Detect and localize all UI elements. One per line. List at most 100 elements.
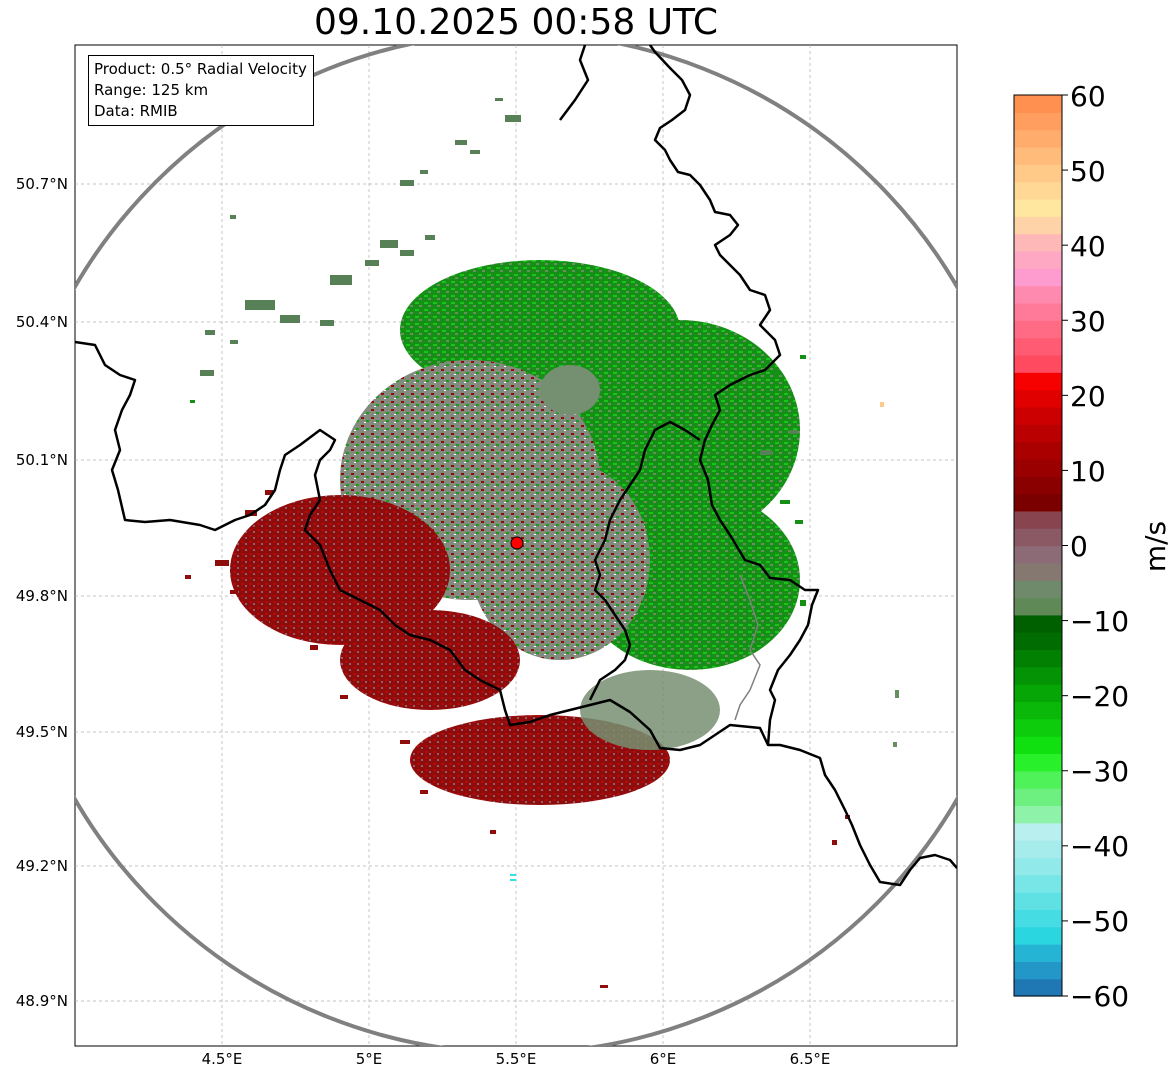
colorbar-segment [1014,944,1062,962]
colorbar-segment [1014,909,1062,928]
echo-southwest-red [340,610,520,710]
colorbar-segment [1014,649,1062,668]
lon-label: 4.5°E [201,1050,243,1068]
colorbar-segment [1014,528,1062,547]
echo-scatter-north [200,98,798,455]
colorbar-tick-label: −30 [1070,755,1130,788]
colorbar-segment [1014,961,1062,980]
colorbar-segment [1014,268,1062,287]
colorbar-tick-label: 20 [1070,380,1106,413]
colorbar-segment [1014,770,1062,789]
colorbar-tick-label: −50 [1070,905,1130,938]
colorbar-segment [1014,736,1062,755]
colorbar-unit-label: m/s [1139,520,1171,573]
echo-south-gray [580,670,720,750]
colorbar-segment [1014,545,1062,564]
echo-scatter-cyan [510,874,516,881]
lat-label: 50.1°N [15,451,68,469]
lat-label: 48.9°N [15,992,68,1010]
colorbar-segment [1014,233,1062,252]
colorbar-segment [1014,320,1062,339]
colorbar-segment [1014,424,1062,443]
lat-label: 50.4°N [15,313,68,331]
colorbar-segment [1014,874,1062,893]
lon-label: 5.5°E [495,1050,537,1068]
colorbar-segment [1014,632,1062,651]
colorbar-segment [1014,805,1062,824]
colorbar-segment [1014,164,1062,183]
colorbar-segment [1014,95,1062,113]
colorbar-segment [1014,892,1062,910]
colorbar-tick-label: 40 [1070,230,1106,263]
lat-label: 50.7°N [15,175,68,193]
lat-label: 49.2°N [15,857,68,875]
colorbar-segment [1014,597,1062,616]
colorbar-segment [1014,684,1062,703]
region-borders [734,574,761,721]
colorbar-tick-label: −10 [1070,605,1130,638]
colorbar-segment [1014,337,1062,356]
colorbar-tick-label: 30 [1070,305,1106,338]
echo-east-green [560,320,800,540]
colorbar-segment [1014,250,1062,269]
colorbar-segment [1014,978,1062,997]
colorbar-segment [1014,840,1062,858]
radar-site-marker[interactable] [510,536,524,550]
info-data-source: Data: RMIB [94,102,178,120]
colorbar-ticks [1062,94,1068,997]
lat-label: 49.8°N [15,587,68,605]
colorbar-segment [1014,822,1062,841]
info-range: Range: 125 km [94,81,209,99]
colorbar-tick-label: 60 [1070,80,1106,113]
radar-echoes [185,98,899,988]
echo-gray-patch [540,365,600,415]
colorbar-segment [1014,441,1062,460]
echo-scatter-green [190,355,806,606]
colorbar-tick-label: −60 [1070,980,1130,1013]
colorbar-segment [1014,510,1062,529]
colorbar-segment [1014,458,1062,477]
colorbar-segment [1014,181,1062,200]
colorbar-segment [1014,788,1062,807]
colorbar-segment [1014,372,1062,391]
colorbar-segment [1014,753,1062,772]
colorbar-segment [1014,562,1062,581]
map-title: 09.10.2025 00:58 UTC [313,2,719,43]
colorbar [1014,95,1062,997]
lon-label: 6.5°E [789,1050,831,1068]
colorbar-segment [1014,285,1062,304]
lat-label: 49.5°N [15,723,68,741]
colorbar-segment [1014,926,1062,945]
colorbar-segment [1014,580,1062,599]
colorbar-segment [1014,302,1062,321]
colorbar-tick-label: −20 [1070,680,1130,713]
colorbar-tick-label: 0 [1070,530,1088,563]
colorbar-segment [1014,112,1062,131]
echo-center-mixed-2 [470,460,650,660]
colorbar-segment [1014,146,1062,165]
colorbar-tick-label: 10 [1070,455,1106,488]
country-borders [75,45,957,887]
echo-west-red [230,495,450,645]
echo-scatter-orange [880,402,884,407]
colorbar-segment [1014,614,1062,633]
colorbar-segment [1014,216,1062,235]
info-box: Product: 0.5° Radial Velocity Range: 125… [88,55,314,126]
lon-label: 6°E [649,1050,677,1068]
colorbar-segment [1014,198,1062,217]
colorbar-tick-label: 50 [1070,155,1106,188]
colorbar-segment [1014,701,1062,720]
colorbar-segment [1014,718,1062,737]
colorbar-segment [1014,354,1062,373]
colorbar-segment [1014,476,1062,495]
lon-label: 5°E [355,1050,383,1068]
colorbar-segment [1014,666,1062,685]
colorbar-segment [1014,857,1062,876]
colorbar-tick-label: −40 [1070,830,1130,863]
colorbar-segment [1014,493,1062,512]
colorbar-segment [1014,129,1062,148]
info-product: Product: 0.5° Radial Velocity [94,60,307,78]
colorbar-segment [1014,389,1062,408]
colorbar-segment [1014,406,1062,425]
